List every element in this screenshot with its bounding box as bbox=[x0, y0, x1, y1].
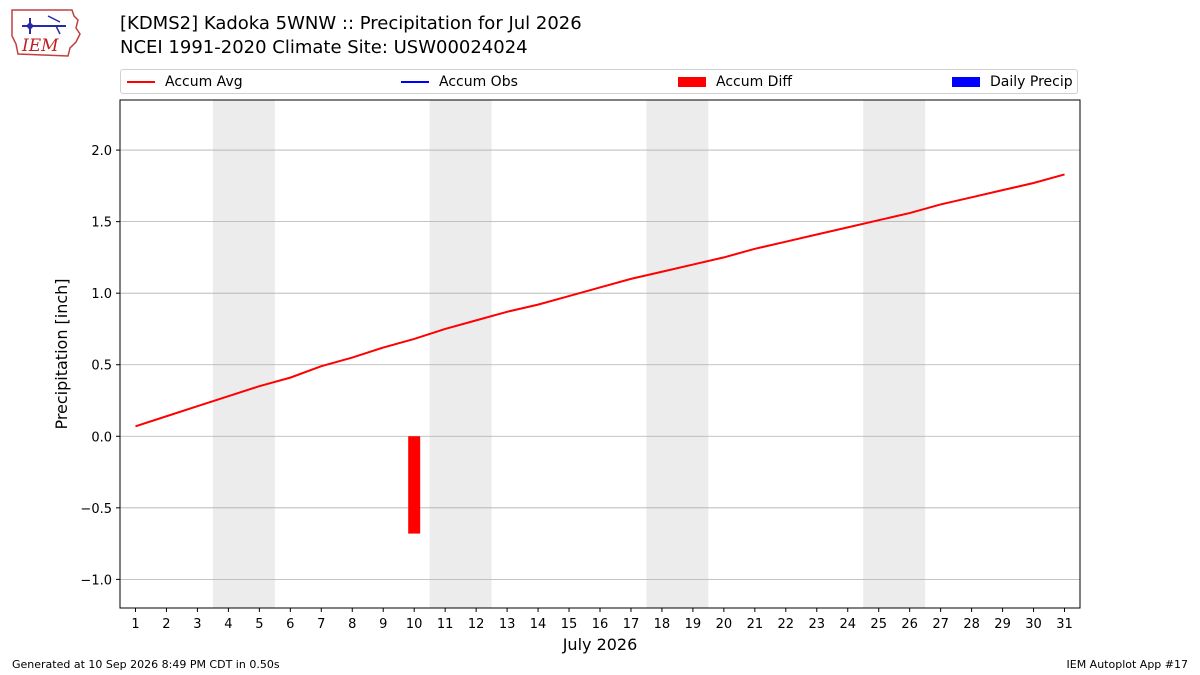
y-tick-label: 1.5 bbox=[91, 216, 112, 231]
legend-swatch-daily-precip bbox=[952, 77, 980, 87]
x-tick-label: 22 bbox=[778, 617, 795, 632]
plot-frame bbox=[119, 99, 1081, 609]
x-tick-label: 20 bbox=[716, 617, 733, 632]
x-tick-label: 8 bbox=[348, 617, 356, 632]
x-tick-label: 19 bbox=[685, 617, 702, 632]
y-axis-label: Precipitation [inch] bbox=[52, 278, 71, 429]
y-tick-label: 1.0 bbox=[91, 287, 112, 302]
x-tick-label: 10 bbox=[406, 617, 423, 632]
legend-label: Accum Avg bbox=[165, 74, 243, 90]
x-tick-label: 26 bbox=[901, 617, 918, 632]
weekend-band bbox=[646, 100, 709, 608]
legend-label: Accum Diff bbox=[716, 74, 793, 90]
y-tick-label: 0.5 bbox=[91, 359, 112, 374]
x-tick-label: 7 bbox=[317, 617, 325, 632]
chart-title-block: [KDMS2] Kadoka 5WNW :: Precipitation for… bbox=[120, 12, 582, 60]
legend-swatch-accum-obs bbox=[401, 81, 429, 83]
logo-text: IEM bbox=[21, 36, 59, 56]
legend-swatch-accum-avg bbox=[127, 81, 155, 83]
x-tick-label: 13 bbox=[499, 617, 516, 632]
x-tick-label: 1 bbox=[131, 617, 139, 632]
x-tick-label: 31 bbox=[1056, 617, 1073, 632]
x-tick-label: 23 bbox=[809, 617, 826, 632]
x-tick-label: 27 bbox=[932, 617, 949, 632]
x-tick-label: 11 bbox=[437, 617, 454, 632]
legend-item-accum-diff: Accum Diff bbox=[678, 73, 792, 91]
x-tick-label: 4 bbox=[224, 617, 232, 632]
y-tick-label: 2.0 bbox=[91, 144, 112, 159]
weekend-band bbox=[212, 100, 275, 608]
legend-item-accum-avg: Accum Avg bbox=[127, 73, 243, 91]
weekend-band bbox=[863, 100, 926, 608]
x-tick-label: 29 bbox=[994, 617, 1011, 632]
x-tick-label: 14 bbox=[530, 617, 547, 632]
legend-label: Daily Precip bbox=[990, 74, 1073, 90]
x-tick-label: 16 bbox=[592, 617, 609, 632]
iem-logo: IEM bbox=[8, 6, 82, 60]
x-tick-label: 3 bbox=[193, 617, 201, 632]
legend: Accum Avg Accum Obs Accum Diff Daily Pre… bbox=[120, 69, 1078, 94]
x-tick-label: 25 bbox=[870, 617, 887, 632]
x-tick-label: 28 bbox=[963, 617, 980, 632]
iowa-state-weather-logo-icon: IEM bbox=[11, 9, 81, 57]
legend-item-daily-precip: Daily Precip bbox=[952, 73, 1073, 91]
x-tick-label: 24 bbox=[839, 617, 856, 632]
weekend-band bbox=[429, 100, 492, 608]
y-tick-label: −1.0 bbox=[80, 573, 112, 588]
x-tick-label: 2 bbox=[162, 617, 170, 632]
legend-item-accum-obs: Accum Obs bbox=[401, 73, 518, 91]
y-tick-label: −0.5 bbox=[80, 502, 112, 517]
accum-diff-bar bbox=[408, 436, 421, 534]
x-tick-label: 15 bbox=[561, 617, 578, 632]
x-tick-label: 12 bbox=[468, 617, 485, 632]
legend-swatch-accum-diff bbox=[678, 77, 706, 87]
x-tick-label: 5 bbox=[255, 617, 263, 632]
x-tick-label: 17 bbox=[623, 617, 640, 632]
x-tick-label: 6 bbox=[286, 617, 294, 632]
generated-timestamp: Generated at 10 Sep 2026 8:49 PM CDT in … bbox=[12, 658, 280, 671]
app-label: IEM Autoplot App #17 bbox=[1066, 658, 1189, 671]
y-tick-label: 0.0 bbox=[91, 430, 112, 445]
x-tick-label: 9 bbox=[379, 617, 387, 632]
chart-title: [KDMS2] Kadoka 5WNW :: Precipitation for… bbox=[120, 13, 582, 34]
legend-label: Accum Obs bbox=[439, 74, 518, 90]
x-tick-label: 30 bbox=[1025, 617, 1042, 632]
x-tick-label: 18 bbox=[654, 617, 671, 632]
chart-subtitle: NCEI 1991-2020 Climate Site: USW00024024 bbox=[120, 37, 528, 58]
x-tick-label: 21 bbox=[747, 617, 764, 632]
x-axis-label: July 2026 bbox=[562, 635, 638, 654]
